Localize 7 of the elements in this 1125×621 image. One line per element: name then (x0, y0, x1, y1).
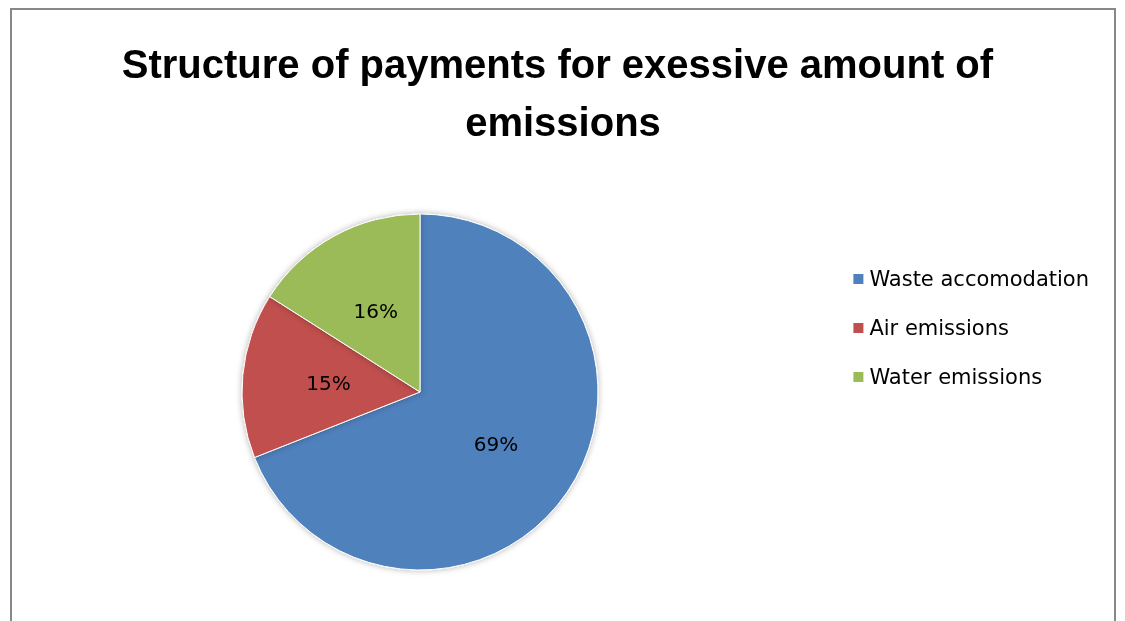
legend-label: Water emissions (869, 365, 1043, 389)
data-label: 15% (306, 371, 351, 396)
data-label: 69% (473, 431, 519, 456)
legend-label: Waste accomodation (869, 267, 1090, 291)
legend-label: Air emissions (869, 316, 1009, 340)
data-label: 16% (353, 299, 398, 324)
chart-title: Structure of payments for exessive amount of emissions (121, 42, 1005, 144)
